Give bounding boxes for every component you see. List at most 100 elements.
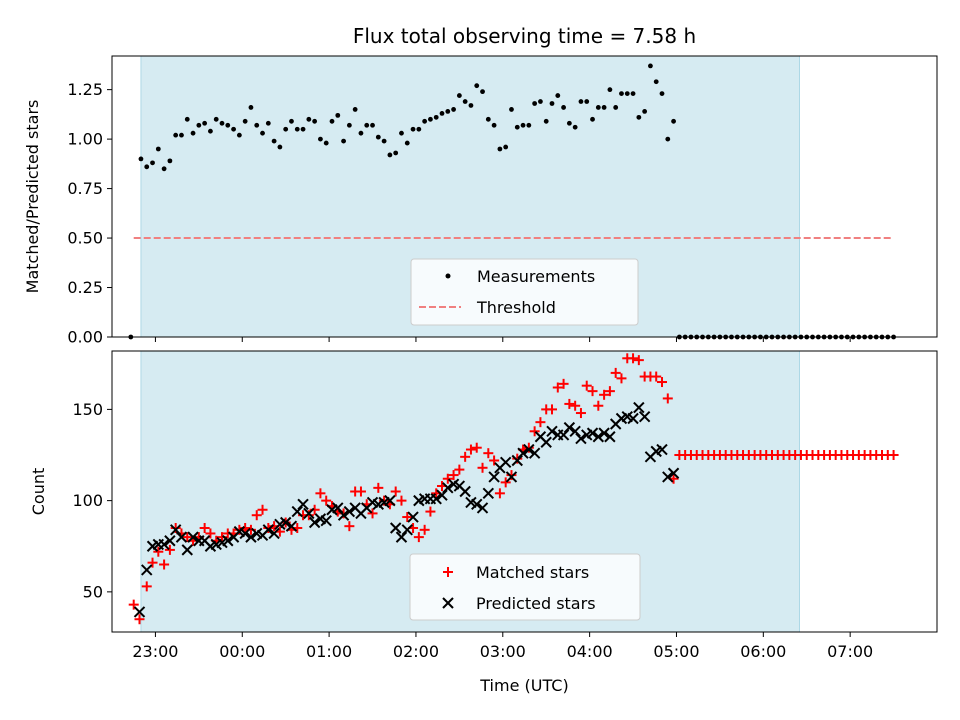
predicted-star-point (667, 467, 680, 479)
predicted-star-point (563, 421, 576, 434)
ratio-legend-frame (410, 258, 639, 326)
predicted-star-point (320, 514, 332, 527)
x-marker-b (233, 525, 246, 538)
predicted-star-point (384, 494, 396, 507)
measurement-point (642, 109, 648, 114)
matched-star-point (367, 508, 378, 519)
matched-star-point (425, 506, 436, 517)
matched-star-point (494, 488, 505, 499)
measurement-point (364, 122, 370, 128)
predicted-star-point (575, 432, 587, 445)
measurement-point (387, 152, 393, 158)
predicted-star-point (627, 412, 639, 425)
matched-stars-legend-label: Matched stars (476, 563, 589, 582)
matched-star-point (587, 386, 598, 397)
ratio-y-axis-label: Matched/Predicted stars (23, 100, 42, 294)
predicted-star-point (459, 485, 471, 498)
x-axis-label: Time (UTC) (479, 676, 568, 695)
matched-star-point (552, 382, 563, 393)
matched-star-point (448, 470, 459, 481)
predicted-star-point (395, 531, 408, 543)
measurement-point (312, 118, 318, 124)
x-marker-b (476, 502, 489, 514)
matched-stars-legend-marker (443, 567, 453, 577)
measurement-point (578, 99, 584, 104)
x-marker-b (534, 431, 547, 443)
measurement-point (566, 120, 572, 126)
measurement-point (555, 93, 561, 98)
predicted-star-point (557, 429, 570, 441)
measurement-point (289, 118, 294, 124)
measurement-point (671, 118, 676, 124)
predicted-star-point (389, 522, 402, 534)
count-axes-frame (111, 350, 938, 633)
measurement-point (242, 118, 248, 124)
count-legend: Matched stars Predicted stars (409, 553, 641, 621)
matched-star-point (182, 532, 193, 543)
matched-star-point (390, 486, 401, 497)
predicted-star-point (332, 502, 344, 514)
x-marker-b (442, 597, 454, 609)
chart-title: Flux total observing time = 7.58 h (353, 24, 696, 48)
x-tick-label: 07:00 (827, 642, 873, 661)
x-marker-b (401, 524, 413, 536)
x-tick-label: 00:00 (219, 642, 265, 661)
measurement-point (300, 126, 306, 132)
measurement-point (561, 105, 566, 110)
measurement-point (653, 79, 659, 85)
measurement-point (480, 89, 485, 95)
measurement-point (323, 140, 329, 146)
count-y-axis-label: Count (29, 468, 48, 516)
legend-plus (443, 567, 453, 577)
x-marker-b (546, 425, 558, 437)
x-marker-b (285, 520, 298, 532)
x-marker-b (528, 447, 541, 459)
matched-star-point (402, 512, 413, 523)
matched-star-point (547, 404, 557, 415)
predicted-star-point (239, 527, 251, 540)
x-marker-b (505, 471, 518, 483)
predicted-star-point (476, 502, 489, 514)
x-marker-b (297, 498, 309, 510)
x-marker-b (175, 531, 188, 543)
count-y-tick-label: 150 (72, 400, 103, 419)
measurement-point (271, 138, 277, 144)
x-marker-b (343, 505, 356, 518)
measurement-point (173, 132, 179, 138)
measurement-point (352, 107, 358, 112)
x-marker-b (598, 427, 610, 439)
predicted-star-point (181, 544, 193, 556)
x-marker-b (251, 527, 263, 540)
measurement-point (213, 116, 219, 122)
matched-star-point (315, 488, 326, 499)
ratio-y-tick-label: 0.00 (67, 328, 103, 347)
x-marker-b (447, 478, 460, 490)
x-marker-b (540, 436, 552, 448)
measurement-point (248, 105, 254, 110)
predicted-star-point (407, 511, 419, 523)
predicted-star-point (488, 471, 500, 483)
ratio-y-tick-label: 1.00 (67, 130, 103, 149)
x-marker-b (471, 498, 483, 510)
measurement-point (283, 126, 289, 132)
measurement-point (260, 130, 265, 136)
x-marker-b (430, 493, 442, 505)
x-tick-label: 06:00 (740, 642, 786, 661)
matched-star-point (662, 393, 673, 404)
measurement-point (595, 105, 601, 110)
predicted-star-point (337, 509, 350, 521)
measurement-point (265, 120, 271, 126)
predicted-stars-legend-label: Predicted stars (476, 594, 596, 613)
matched-star-point (581, 380, 592, 391)
predicted-star-point (285, 520, 298, 532)
predicted-star-point (442, 482, 454, 494)
measurement-point (144, 164, 150, 170)
matched-star-point (147, 557, 158, 568)
count-legend-frame (409, 553, 641, 621)
measurements-series (128, 63, 896, 340)
measurement-point (514, 124, 520, 130)
measurement-point (294, 126, 300, 132)
ratio-x-ticks (154, 337, 851, 342)
predicted-star-point (638, 410, 651, 423)
measurement-point (445, 109, 451, 114)
